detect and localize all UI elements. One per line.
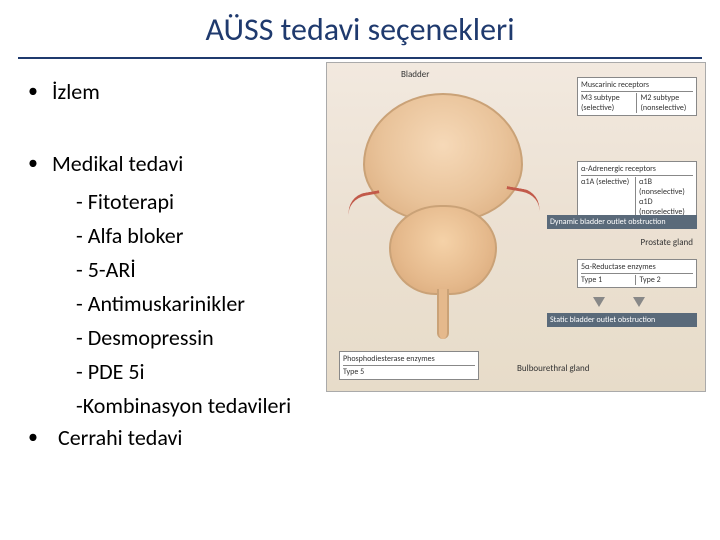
- label-m3: M3 subtype (selective): [581, 93, 637, 113]
- label-m2: M2 subtype (nonselective): [641, 93, 694, 113]
- page-title: AÜSS tedavi seçenekleri: [18, 0, 702, 59]
- label-bulbourethral: Bulbourethral gland: [517, 363, 590, 374]
- label-5ar-t1: Type 1: [581, 275, 636, 285]
- label-a1d: α1D (nonselective): [639, 197, 693, 217]
- label-prostate: Prostate gland: [641, 237, 693, 248]
- box-muscarinic: Muscarinic receptors M3 subtype (selecti…: [577, 77, 697, 116]
- label-musc-title: Muscarinic receptors: [581, 80, 693, 92]
- label-pde-title: Phosphodiesterase enzymes: [343, 354, 475, 366]
- label-adr-title: α-Adrenergic receptors: [581, 164, 693, 176]
- label-static-obstruction: Static bladder outlet obstruction: [547, 313, 697, 327]
- label-a1a: α1A (selective): [581, 177, 636, 217]
- sub-kombinasyon: -Kombinasyon tedavileri: [28, 389, 692, 423]
- label-dynamic-obstruction: Dynamic bladder outlet obstruction: [547, 215, 697, 229]
- arrow-down-icon: [633, 297, 645, 307]
- vessel-left: [346, 190, 383, 216]
- bullet-text: Medikal tedavi: [52, 149, 183, 179]
- vessel-right: [504, 186, 543, 212]
- label-5ar-t2: Type 2: [640, 275, 694, 285]
- label-bladder: Bladder: [401, 69, 429, 80]
- organ-group: [343, 93, 543, 333]
- urethra-shape: [437, 289, 449, 339]
- box-5ar: 5α-Reductase enzymes Type 1 Type 2: [577, 259, 697, 288]
- bullet-dot-icon: •: [28, 77, 42, 105]
- box-pde: Phosphodiesterase enzymes Type 5: [339, 351, 479, 380]
- box-adrenergic: α-Adrenergic receptors α1A (selective) α…: [577, 161, 697, 220]
- bullet-dot-icon: •: [28, 423, 42, 451]
- anatomy-diagram: Bladder Muscarinic receptors M3 subtype …: [326, 62, 706, 392]
- label-a1b: α1B (nonselective): [639, 177, 693, 197]
- bullet-text: İzlem: [52, 77, 100, 107]
- label-5ar-title: 5α-Reductase enzymes: [581, 262, 693, 274]
- bullet-text: Cerrahi tedavi: [52, 423, 182, 453]
- label-pde-t5: Type 5: [343, 367, 475, 377]
- arrow-down-icon: [593, 297, 605, 307]
- bullet-dot-icon: •: [28, 149, 42, 177]
- bullet-cerrahi: • Cerrahi tedavi: [28, 423, 692, 453]
- prostate-shape: [389, 205, 497, 295]
- bladder-shape: [363, 93, 523, 223]
